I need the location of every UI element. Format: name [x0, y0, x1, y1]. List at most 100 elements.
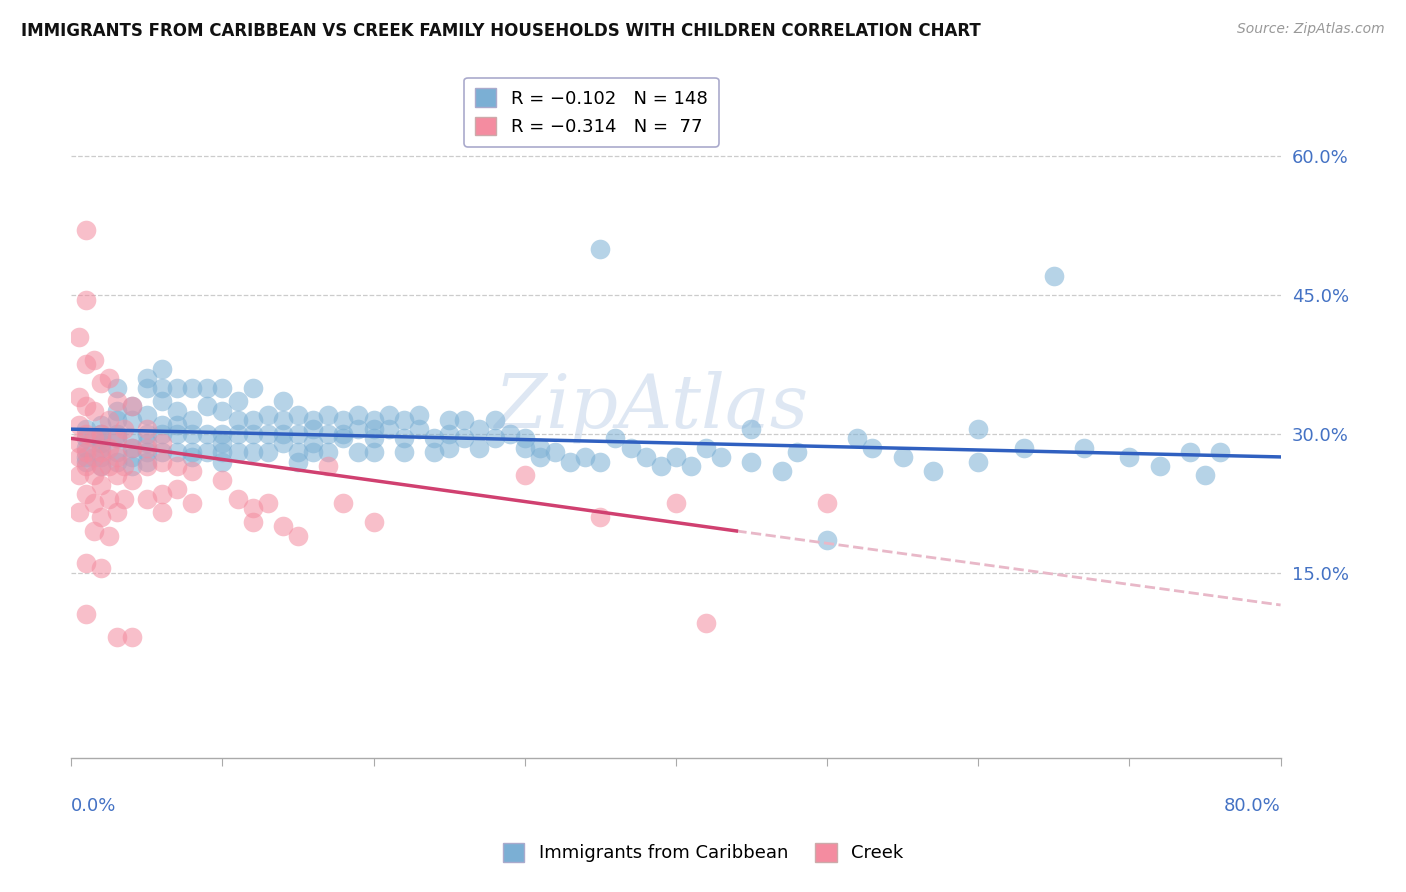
Point [256, 409, 278, 423]
Point [423, 431, 446, 445]
Point [453, 431, 475, 445]
Point [740, 422, 762, 436]
Point [1209, 445, 1232, 459]
Point [558, 454, 581, 468]
Point [121, 473, 143, 487]
Point [67, 329, 90, 343]
Point [121, 431, 143, 445]
Point [967, 454, 990, 468]
Point [135, 454, 157, 468]
Point [226, 426, 249, 441]
Point [453, 413, 475, 427]
Point [271, 426, 294, 441]
Point [75, 293, 97, 307]
Point [316, 445, 339, 459]
Point [242, 413, 264, 427]
Point [437, 441, 460, 455]
Point [650, 459, 672, 474]
Point [90, 436, 112, 450]
Point [135, 380, 157, 394]
Point [287, 528, 309, 542]
Legend: R = −0.102   N = 148, R = −0.314   N =  77: R = −0.102 N = 148, R = −0.314 N = 77 [464, 78, 718, 147]
Point [363, 431, 385, 445]
Point [498, 426, 520, 441]
Point [112, 459, 135, 474]
Point [150, 454, 173, 468]
Point [112, 491, 135, 506]
Point [150, 445, 173, 459]
Point [90, 426, 112, 441]
Point [529, 450, 551, 464]
Point [121, 441, 143, 455]
Point [181, 496, 204, 510]
Point [121, 399, 143, 413]
Point [181, 413, 204, 427]
Point [226, 394, 249, 409]
Point [181, 450, 204, 464]
Point [135, 422, 157, 436]
Point [242, 500, 264, 515]
Point [695, 441, 717, 455]
Point [363, 445, 385, 459]
Point [332, 496, 354, 510]
Point [211, 403, 233, 417]
Text: IMMIGRANTS FROM CARIBBEAN VS CREEK FAMILY HOUSEHOLDS WITH CHILDREN CORRELATION C: IMMIGRANTS FROM CARIBBEAN VS CREEK FAMIL… [21, 22, 981, 40]
Point [316, 459, 339, 474]
Point [135, 459, 157, 474]
Point [150, 505, 173, 519]
Point [226, 413, 249, 427]
Point [544, 445, 567, 459]
Point [195, 380, 218, 394]
Point [256, 445, 278, 459]
Point [181, 426, 204, 441]
Point [770, 464, 793, 478]
Point [90, 441, 112, 455]
Point [75, 223, 97, 237]
Point [75, 607, 97, 622]
Point [98, 491, 121, 506]
Point [211, 445, 233, 459]
Point [377, 409, 399, 423]
Point [347, 409, 370, 423]
Point [619, 441, 641, 455]
Point [468, 422, 491, 436]
Point [392, 413, 415, 427]
Point [150, 394, 173, 409]
Point [484, 431, 506, 445]
Point [287, 454, 309, 468]
Point [256, 426, 278, 441]
Point [121, 450, 143, 464]
Point [90, 459, 112, 474]
Point [75, 441, 97, 455]
Point [105, 413, 128, 427]
Point [181, 464, 204, 478]
Point [112, 422, 135, 436]
Point [1194, 468, 1216, 483]
Point [242, 445, 264, 459]
Point [363, 422, 385, 436]
Point [392, 431, 415, 445]
Point [740, 454, 762, 468]
Point [135, 436, 157, 450]
Point [513, 431, 536, 445]
Point [287, 445, 309, 459]
Point [75, 431, 97, 445]
Point [363, 515, 385, 529]
Point [166, 380, 188, 394]
Point [98, 528, 121, 542]
Point [242, 426, 264, 441]
Point [150, 436, 173, 450]
Point [83, 403, 105, 417]
Point [105, 505, 128, 519]
Point [1012, 441, 1035, 455]
Point [332, 413, 354, 427]
Text: 0.0%: 0.0% [72, 797, 117, 814]
Point [195, 399, 218, 413]
Point [347, 445, 370, 459]
Point [135, 371, 157, 385]
Point [98, 441, 121, 455]
Point [121, 399, 143, 413]
Point [408, 409, 430, 423]
Point [195, 445, 218, 459]
Point [513, 468, 536, 483]
